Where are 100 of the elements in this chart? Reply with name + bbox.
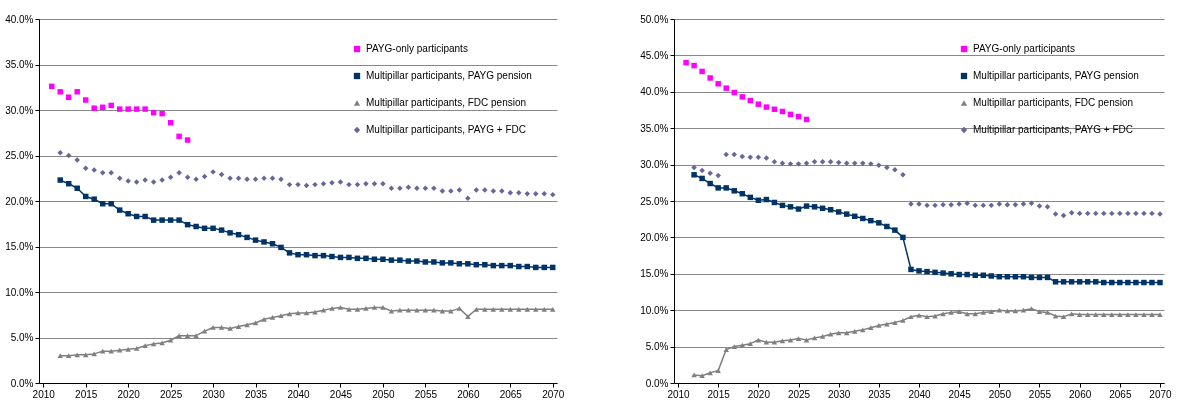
point <box>699 68 705 75</box>
point <box>908 314 914 320</box>
point <box>363 306 369 311</box>
point <box>116 175 123 181</box>
point <box>116 207 123 213</box>
point <box>218 325 225 330</box>
point <box>278 244 284 251</box>
point <box>1133 312 1139 317</box>
point <box>924 202 930 209</box>
point <box>1076 312 1083 317</box>
y-tick-label: 20.0% <box>5 195 34 207</box>
point <box>235 175 242 181</box>
point <box>252 176 259 182</box>
point <box>699 175 705 182</box>
y-tick-label: 15.0% <box>5 241 34 252</box>
point <box>329 253 335 260</box>
point <box>261 239 267 245</box>
x-tick-label: 2025 <box>160 388 183 400</box>
point <box>346 306 352 312</box>
point <box>210 325 216 330</box>
point <box>363 180 369 187</box>
y-tick-label: 40.0% <box>5 13 34 25</box>
point <box>337 305 344 310</box>
point <box>1020 201 1027 207</box>
point <box>996 307 1003 313</box>
x-tick-label: 2050 <box>372 388 395 400</box>
point <box>715 185 721 191</box>
point <box>414 258 420 264</box>
point <box>956 309 962 315</box>
point <box>892 227 898 233</box>
point <box>715 172 721 179</box>
point <box>465 314 471 319</box>
point <box>125 346 131 352</box>
point <box>1141 210 1147 217</box>
point <box>91 196 97 202</box>
point <box>1133 279 1139 286</box>
point <box>278 313 284 319</box>
point <box>1004 201 1011 208</box>
point <box>456 187 463 193</box>
point <box>108 170 114 176</box>
point <box>1117 210 1123 217</box>
point <box>1149 210 1155 217</box>
point <box>499 306 505 312</box>
point <box>405 258 412 264</box>
point <box>371 180 378 187</box>
point <box>811 204 818 210</box>
x-tick-label: 2045 <box>948 388 972 400</box>
point <box>133 106 140 112</box>
point <box>176 333 182 339</box>
point <box>431 185 437 191</box>
x-tick-label: 2035 <box>244 388 268 400</box>
x-tick-label: 2065 <box>499 388 523 400</box>
point <box>1125 279 1131 286</box>
y-tick-label: 40.0% <box>640 86 669 98</box>
point <box>422 259 429 265</box>
point <box>456 306 463 311</box>
y-tick-label: 45.0% <box>640 49 669 61</box>
point <box>723 151 729 158</box>
point <box>431 307 437 313</box>
point <box>533 264 539 271</box>
point <box>996 201 1003 207</box>
point <box>541 190 547 197</box>
point <box>860 215 866 222</box>
point <box>1157 279 1163 286</box>
point <box>108 102 114 109</box>
x-tick-label: 2030 <box>202 388 226 400</box>
point <box>731 151 737 158</box>
point <box>739 153 746 160</box>
point <box>388 185 395 191</box>
point <box>1052 279 1059 285</box>
point <box>900 172 906 178</box>
point <box>916 312 922 318</box>
point <box>533 190 539 197</box>
x-tick-label: 2050 <box>988 388 1012 400</box>
point <box>346 181 352 188</box>
legend-label: Multipillar participants, PAYG + FDC <box>366 124 526 135</box>
point <box>1012 308 1019 314</box>
y-tick-label: 25.0% <box>5 150 34 161</box>
point <box>988 309 995 315</box>
point <box>507 190 514 196</box>
point <box>1068 311 1075 317</box>
point <box>980 310 986 315</box>
point <box>150 179 157 185</box>
point <box>795 206 802 212</box>
point <box>1157 312 1163 317</box>
x-tick-label: 2055 <box>414 388 438 400</box>
point <box>843 211 850 217</box>
point <box>244 322 250 328</box>
point <box>218 227 225 233</box>
point <box>269 175 276 181</box>
point <box>1141 279 1147 286</box>
point <box>1125 210 1131 217</box>
point <box>465 261 471 267</box>
point <box>397 307 403 313</box>
x-tick-label: 2040 <box>287 388 311 400</box>
point <box>715 81 721 87</box>
point <box>116 106 123 112</box>
point <box>691 172 697 178</box>
point <box>1101 312 1107 317</box>
point <box>860 327 866 333</box>
